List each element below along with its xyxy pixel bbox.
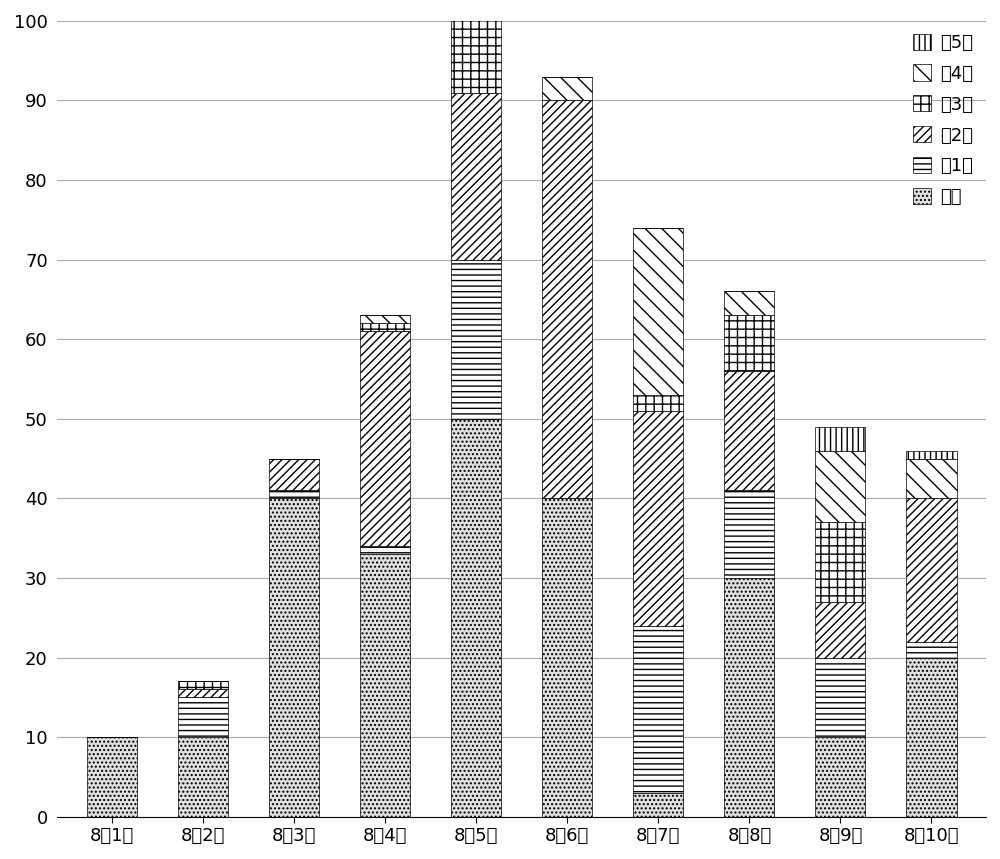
Bar: [815, 451, 865, 522]
Bar: [906, 657, 957, 817]
Bar: [451, 0, 501, 13]
Bar: [815, 602, 865, 657]
Bar: [724, 371, 774, 490]
Bar: [542, 76, 592, 101]
Bar: [360, 546, 410, 554]
Bar: [269, 498, 319, 817]
Bar: [87, 737, 137, 817]
Bar: [815, 657, 865, 737]
Bar: [360, 323, 410, 332]
Bar: [724, 578, 774, 817]
Bar: [360, 554, 410, 817]
Bar: [178, 737, 228, 817]
Bar: [451, 93, 501, 259]
Bar: [269, 459, 319, 490]
Bar: [269, 490, 319, 498]
Bar: [633, 625, 683, 793]
Bar: [724, 315, 774, 371]
Bar: [178, 698, 228, 737]
Bar: [815, 427, 865, 451]
Bar: [451, 259, 501, 419]
Bar: [724, 291, 774, 315]
Bar: [906, 459, 957, 498]
Legend: 前5天, 前4天, 前3天, 前2天, 前1天, 当天: 前5天, 前4天, 前3天, 前2天, 前1天, 当天: [910, 30, 977, 210]
Bar: [633, 228, 683, 395]
Bar: [178, 690, 228, 698]
Bar: [360, 315, 410, 323]
Bar: [815, 522, 865, 602]
Bar: [451, 13, 501, 93]
Bar: [633, 411, 683, 625]
Bar: [633, 395, 683, 411]
Bar: [178, 681, 228, 690]
Bar: [906, 642, 957, 657]
Bar: [815, 737, 865, 817]
Bar: [360, 332, 410, 546]
Bar: [633, 793, 683, 817]
Bar: [451, 419, 501, 817]
Bar: [542, 498, 592, 817]
Bar: [724, 490, 774, 578]
Bar: [542, 101, 592, 498]
Bar: [906, 498, 957, 642]
Bar: [906, 451, 957, 459]
